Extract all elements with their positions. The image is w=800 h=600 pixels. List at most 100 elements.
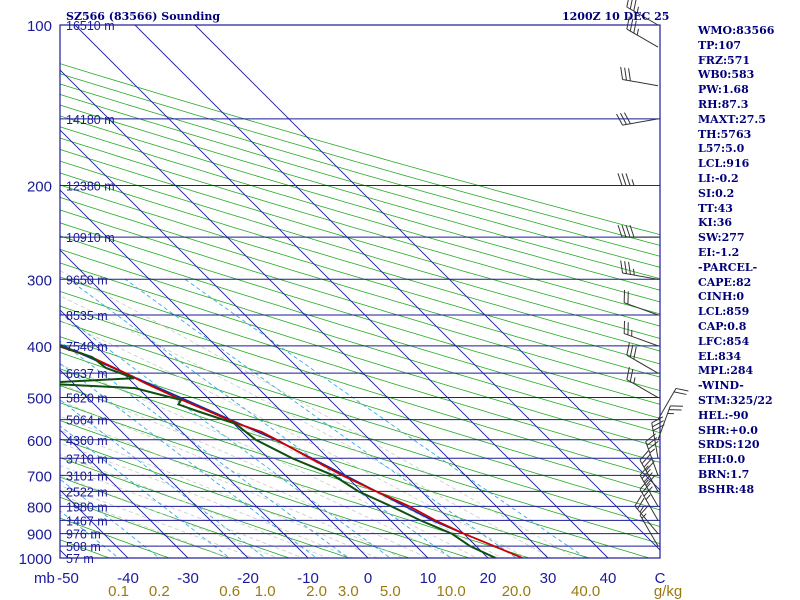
isotherm-line xyxy=(60,489,129,558)
index-item: CAP:0.8 xyxy=(698,319,747,333)
dry-adiabat-line xyxy=(60,222,660,405)
dry-adiabat-line xyxy=(60,248,660,434)
wind-barb xyxy=(639,465,659,507)
dry-adiabat-line xyxy=(60,184,660,365)
isotherm-line xyxy=(194,25,660,491)
index-item: FRZ:571 xyxy=(698,53,751,67)
dry-adiabat-line xyxy=(60,104,660,280)
index-item: SI:0.2 xyxy=(698,186,735,200)
height-level-label: 508 m xyxy=(66,540,101,554)
dry-adiabat-line xyxy=(60,209,660,391)
pressure-tick-label: 900 xyxy=(27,527,52,544)
height-level-label: 3710 m xyxy=(66,452,108,466)
temperature-tick-label: -10 xyxy=(297,570,319,587)
index-item: L57:5.0 xyxy=(698,142,745,156)
dry-adiabat-line xyxy=(60,290,660,479)
index-item: EHI:0.0 xyxy=(698,453,746,467)
wind-barb xyxy=(626,367,659,398)
mixing-ratio-label: 0.6 xyxy=(219,583,240,600)
dry-adiabat-line xyxy=(60,235,660,419)
wind-barb xyxy=(657,405,683,440)
height-level-label: 1980 m xyxy=(66,500,108,514)
dry-adiabat-line xyxy=(60,476,291,558)
mixing-ratio-line xyxy=(60,362,318,558)
dry-adiabat-line xyxy=(60,148,660,327)
wind-barb xyxy=(620,260,659,280)
dry-adiabat-line xyxy=(60,517,171,558)
mixing-ratio-line xyxy=(60,312,392,558)
wind-barb xyxy=(623,320,659,347)
index-item: BRN:1.7 xyxy=(698,467,750,481)
pressure-tick-label: 700 xyxy=(27,468,52,485)
dry-adiabat-line xyxy=(60,94,660,268)
plot-border xyxy=(59,24,661,559)
temperature-tick-label: -30 xyxy=(177,570,199,587)
sounding-profiles xyxy=(60,343,525,558)
index-item: -PARCEL- xyxy=(698,260,758,274)
dry-adiabat-line xyxy=(60,385,591,558)
dry-adiabat-line xyxy=(60,336,660,527)
pressure-tick-label: 400 xyxy=(27,339,52,356)
wind-barb xyxy=(617,224,658,238)
height-level-label: 57 m xyxy=(66,552,94,566)
pressure-unit-label: mb xyxy=(34,570,55,587)
height-level-label: 7540 m xyxy=(66,340,108,354)
dry-adiabat-line xyxy=(60,457,351,558)
dry-adiabat-line xyxy=(60,160,660,339)
mixing-ratio-label: 0.2 xyxy=(149,583,170,600)
dry-adiabat-line xyxy=(60,83,660,257)
height-level-label: 4360 m xyxy=(66,434,108,448)
wind-barb xyxy=(639,505,659,547)
temperature-unit-label: C xyxy=(655,570,666,587)
moist-adiabat-line xyxy=(60,442,354,558)
pressure-tick-label: 300 xyxy=(27,272,52,289)
isobars xyxy=(60,25,660,558)
temperature-tick-label: -20 xyxy=(237,570,259,587)
moist-adiabat-line xyxy=(60,400,429,558)
height-level-label: 5064 m xyxy=(66,414,108,428)
dry-adiabats xyxy=(60,63,660,558)
index-item: EL:834 xyxy=(698,349,742,363)
height-level-label: 16510 m xyxy=(66,19,115,33)
height-level-label: 14180 m xyxy=(66,113,115,127)
dry-adiabat-line xyxy=(60,305,660,495)
dry-adiabat-line xyxy=(60,126,660,303)
wind-barb xyxy=(617,173,658,186)
index-item: -WIND- xyxy=(698,379,744,393)
mixing-ratio-label: 2.0 xyxy=(306,583,327,600)
wind-barb xyxy=(634,494,659,534)
mixing-ratio-label: 40.0 xyxy=(571,583,600,600)
index-item: WMO:83566 xyxy=(698,24,775,37)
dry-adiabat-line xyxy=(60,115,660,291)
index-item: LCL:916 xyxy=(698,157,750,171)
height-level-label: 9650 m xyxy=(66,273,108,287)
index-item: KI:36 xyxy=(698,216,733,230)
moist-adiabat-line xyxy=(60,475,280,558)
temperature-tick-label: 30 xyxy=(540,570,557,587)
dry-adiabat-line xyxy=(60,63,660,236)
height-level-label: 10910 m xyxy=(66,231,115,245)
wind-barb xyxy=(620,66,659,87)
index-item: LCL:859 xyxy=(698,305,750,319)
index-item: STM:325/22 xyxy=(698,393,773,407)
wind-barb xyxy=(616,112,659,126)
dry-adiabat-line xyxy=(60,368,651,558)
temperature-tick-label: 20 xyxy=(480,570,497,587)
pressure-tick-label: 600 xyxy=(27,433,52,450)
height-level-label: 6637 m xyxy=(66,367,108,381)
index-item: SW:277 xyxy=(698,231,745,245)
mixing-ratio-label: 0.1 xyxy=(108,583,129,600)
index-item: SRDS:120 xyxy=(698,438,760,452)
mixing-ratio-line xyxy=(60,399,266,558)
index-item: CINH:0 xyxy=(698,290,745,304)
index-item: PW:1.68 xyxy=(698,83,749,97)
moist-adiabat-line xyxy=(60,319,528,558)
temperature-tick-label: -50 xyxy=(57,570,79,587)
index-item: TP:107 xyxy=(698,38,742,52)
isotherm-line xyxy=(60,429,189,558)
index-item: WB0:583 xyxy=(698,68,755,82)
wind-barb xyxy=(651,416,665,459)
isotherms xyxy=(60,25,660,558)
height-level-label: 1467 m xyxy=(66,514,108,528)
